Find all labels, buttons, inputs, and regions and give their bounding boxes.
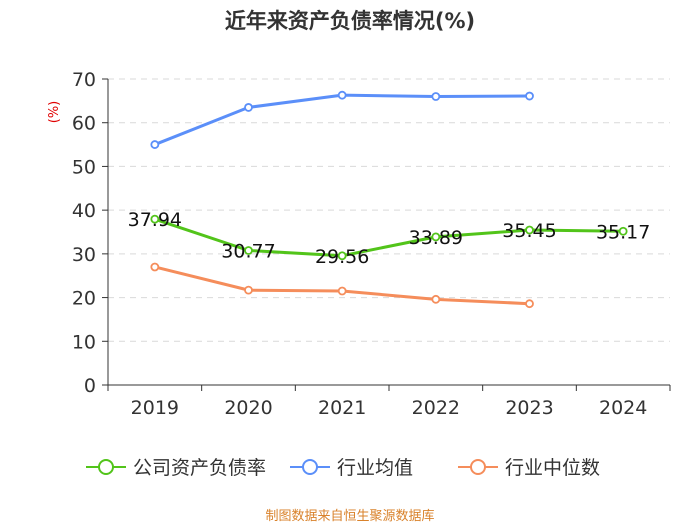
source-note: 制图数据来自恒生聚源数据库	[265, 508, 434, 524]
legend-item-1[interactable]: 行业均值	[290, 457, 413, 479]
y-tick-label: 70	[72, 69, 96, 91]
data-point[interactable]	[244, 246, 253, 255]
data-labels: 37.94 30.77 29.56 33.89 35.45 35.17	[128, 209, 651, 268]
legend-label: 公司资产负债率	[133, 457, 266, 479]
y-tick-label: 10	[72, 331, 96, 353]
data-point[interactable]	[150, 140, 160, 149]
data-label: 35.45	[502, 220, 556, 242]
legend-item-2[interactable]: 行业中位数	[458, 457, 600, 479]
y-tick-label: 30	[72, 244, 96, 266]
data-label: 33.89	[409, 227, 463, 249]
series-layer	[150, 90, 628, 309]
series-line-0	[154, 217, 624, 258]
legend-label: 行业均值	[337, 457, 413, 479]
data-point[interactable]	[337, 286, 347, 296]
x-tick-label: 2023	[505, 397, 553, 419]
data-point[interactable]	[525, 225, 534, 235]
y-tick-label: 50	[72, 156, 96, 178]
y-tick-label: 20	[72, 288, 96, 310]
legend-marker	[98, 459, 114, 475]
data-point[interactable]	[525, 91, 534, 101]
data-point[interactable]	[525, 299, 534, 309]
data-label: 37.94	[128, 209, 182, 231]
x-tick-label: 2019	[131, 397, 179, 419]
data-point[interactable]	[244, 285, 253, 295]
y-tick-label: 0	[84, 375, 96, 397]
x-tick-label: 2022	[412, 397, 460, 419]
legend-label: 行业中位数	[505, 457, 600, 479]
data-label: 35.17	[596, 221, 650, 243]
x-tick-label: 2021	[318, 397, 366, 419]
series-line-2	[154, 265, 530, 306]
legend[interactable]: 公司资产负债率 行业均值 行业中位数	[86, 457, 600, 479]
series-line-1	[154, 93, 530, 146]
data-label: 29.56	[315, 246, 369, 268]
y-tick-label: 40	[72, 200, 96, 222]
legend-item-0[interactable]: 公司资产负债率	[86, 457, 266, 479]
y-tick-label: 60	[72, 113, 96, 135]
data-point[interactable]	[150, 214, 160, 224]
data-point[interactable]	[337, 251, 347, 261]
data-point[interactable]	[431, 92, 441, 101]
legend-marker	[302, 459, 318, 475]
data-point[interactable]	[337, 90, 347, 100]
data-point[interactable]	[150, 262, 160, 272]
data-point[interactable]	[618, 226, 628, 236]
data-label: 30.77	[221, 240, 275, 262]
y-axis-unit: (%)	[47, 101, 62, 124]
chart-title: 近年来资产负债率情况(%)	[225, 9, 475, 33]
grid	[108, 78, 670, 342]
axes: 0 10 20 30 40 50 60 70 2019 2020 2021 2022 2023 2024	[72, 69, 671, 419]
data-point[interactable]	[431, 232, 441, 242]
x-tick-label: 2024	[599, 397, 647, 419]
data-point[interactable]	[244, 103, 253, 112]
legend-marker	[470, 459, 486, 475]
data-point[interactable]	[431, 294, 441, 304]
x-tick-label: 2020	[224, 397, 272, 419]
